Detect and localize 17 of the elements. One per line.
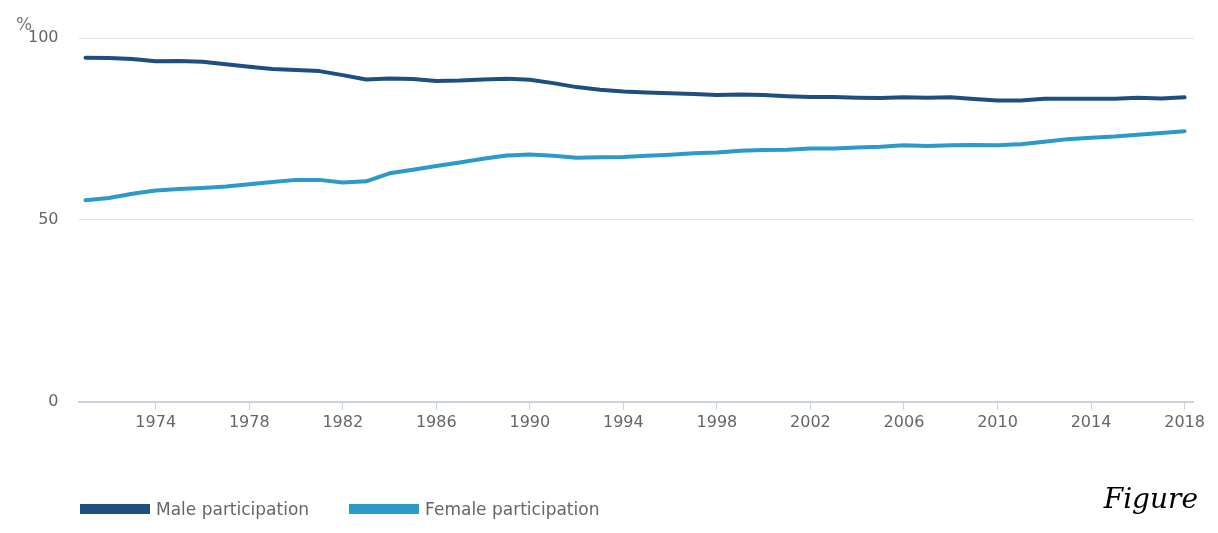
x-tick-label: 2002 <box>790 411 831 431</box>
x-tick-label: 1982 <box>322 411 364 431</box>
x-tick-label: 1990 <box>509 411 551 431</box>
x-tick-label: 2018 <box>1164 411 1205 431</box>
y-tick-label: 50 <box>38 209 59 229</box>
legend-label: Female participation <box>425 499 600 519</box>
x-tick-label: 1978 <box>228 411 270 431</box>
legend-label: Male participation <box>156 499 310 519</box>
x-tick-label: 2010 <box>977 411 1018 431</box>
y-tick-label: 0 <box>48 390 59 410</box>
x-tick-label: 2006 <box>883 411 925 431</box>
x-tick-label: 1974 <box>135 411 177 431</box>
x-tick-label: 1986 <box>415 411 457 431</box>
text: Figure <box>1103 482 1198 515</box>
x-tick-label: 1994 <box>603 411 644 431</box>
x-tick-label: 1998 <box>696 411 738 431</box>
x-tick-label: 2014 <box>1070 411 1112 431</box>
